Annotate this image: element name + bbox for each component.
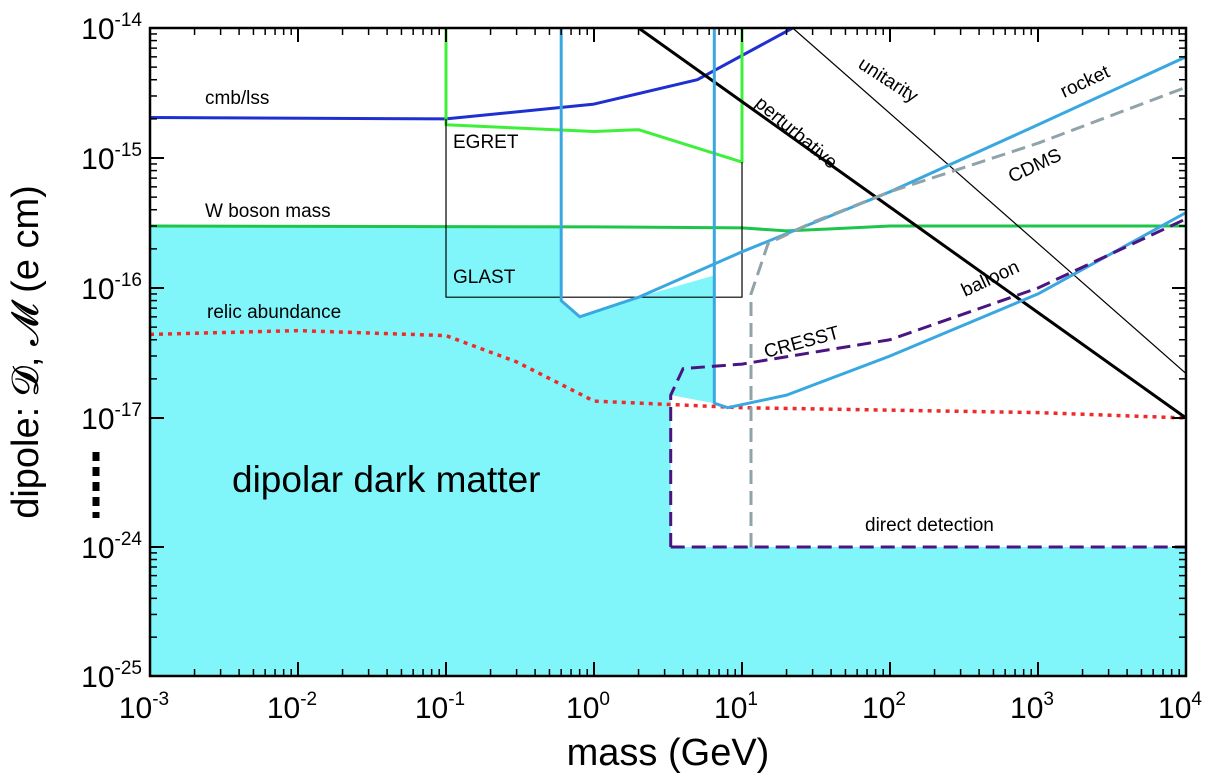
label-glast: GLAST: [453, 267, 516, 288]
x-tick-label: 102: [862, 689, 906, 725]
label-cmb-lss: cmb/lss: [205, 88, 269, 109]
y-axis-title: dipole: 𝓓, 𝓜 (e cm): [5, 185, 47, 519]
x-axis-title: mass (GeV): [567, 732, 770, 774]
curve-egret: [444, 28, 744, 164]
curve-rocket: [559, 28, 1186, 319]
x-tick-label: 103: [1010, 689, 1054, 725]
x-tick-label: 101: [714, 689, 758, 725]
curve-perturbative: [637, 28, 1186, 420]
label-perturbative: perturbative: [751, 93, 841, 174]
y-tick-label: 10-24: [81, 529, 142, 565]
curve-w-boson-mass: [150, 224, 1186, 233]
curve-cdms: [749, 85, 1186, 547]
plot-frame: [148, 26, 1188, 678]
curve-unitarity: [792, 28, 1186, 374]
curve-glast: [445, 118, 743, 298]
y-tick-label: 10-25: [81, 658, 142, 694]
x-tick-label: 10-3: [119, 689, 169, 725]
x-tick-label: 104: [1158, 689, 1202, 725]
curve-relic-abundance: [150, 328, 1186, 420]
label-cresst: CRESST: [762, 322, 842, 362]
x-tick-label: 10-1: [415, 689, 465, 725]
y-tick-label: 10-14: [81, 10, 142, 46]
dipolar-dark-matter-region: [150, 226, 1186, 676]
x-tick-label: 10-2: [267, 689, 317, 725]
y-tick-label: 10-15: [81, 140, 142, 176]
x-tick-label: 100: [566, 689, 610, 725]
y-tick-label: 10-17: [81, 400, 142, 436]
label-relic-abundance: relic abundance: [207, 302, 341, 323]
curve-balloon: [712, 28, 1186, 410]
y-tick-label: 10-16: [81, 270, 142, 306]
label-dipolar-dark-matter: dipolar dark matter: [232, 459, 540, 500]
curve-cmb-lss: [150, 28, 794, 121]
curve-cresst: [669, 217, 1186, 547]
label-unitarity: unitarity: [854, 54, 922, 108]
label-egret: EGRET: [453, 132, 519, 153]
label-direct-detection: direct detection: [865, 515, 994, 536]
label-w-boson-mass: W boson mass: [205, 201, 331, 222]
label-rocket: rocket: [1057, 61, 1113, 102]
